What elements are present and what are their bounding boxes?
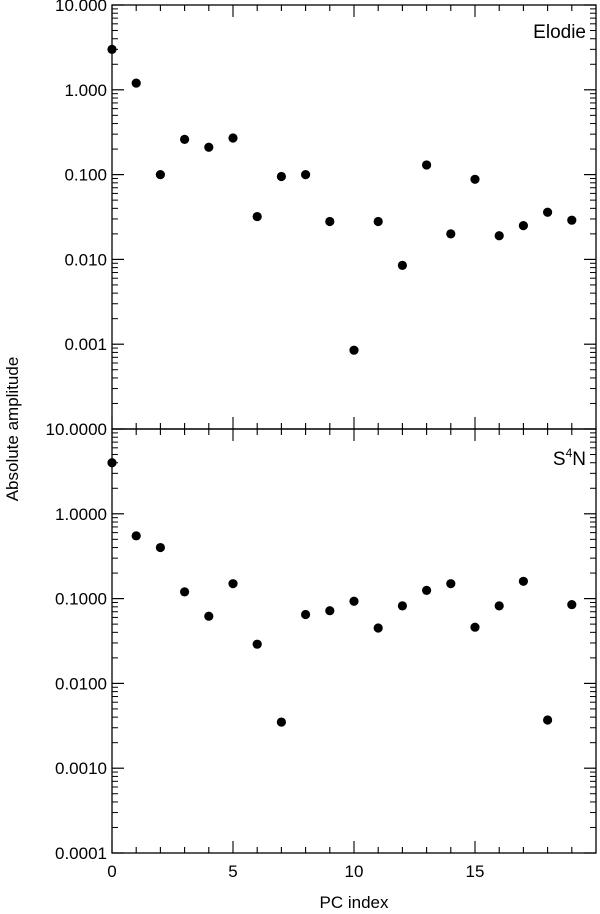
s4n-y-tick-label: 0.0010 [55,759,107,778]
x-tick-label: 5 [228,862,237,881]
x-tick-label: 10 [345,862,364,881]
elodie-data-point [301,170,311,180]
x-tick-labels: 0 5 10 15 [107,862,484,881]
panel-elodie: 10.000 1.000 0.100 0.010 0.001 Elodie [55,0,597,430]
s4n-data-point [349,596,359,606]
s4n-y-tick-label: 0.1000 [55,590,107,609]
s4n-data-point [228,579,238,589]
s4n-data-point [155,542,165,553]
s4n-data-point [204,611,214,621]
y-axis-label: Absolute amplitude [3,357,22,502]
elodie-data-point [155,170,165,180]
panel-s4n: 10.0000 1.0000 0.1000 0.0100 0.0010 0.0001 S4… [46,420,597,863]
s4n-data-point [325,606,335,616]
elodie-data-point [422,160,432,170]
elodie-data-point [373,216,383,227]
x-tick-label: 15 [466,862,485,881]
elodie-y-tick-label: 0.010 [64,250,107,269]
elodie-data-point [131,78,141,88]
s4n-data-point [518,576,529,586]
s4n-data-point [470,622,480,632]
panel-elodie-points [107,44,577,355]
s4n-data-point [301,609,311,620]
elodie-data-point [228,133,238,143]
s4n-data-point [107,458,117,468]
x-axis-label: PC index [320,893,389,912]
s4n-data-point [494,601,504,611]
elodie-data-point [518,221,529,231]
s4n-data-point [422,585,432,595]
s4n-y-tick-label: 0.0100 [55,674,107,693]
panel-s4n-ticks: 10.0000 1.0000 0.1000 0.0100 0.0010 0.0001 [46,420,596,863]
panel-s4n-label-sup: 4 [566,446,573,460]
s4n-y-tick-label: 1.0000 [55,505,107,524]
s4n-data-point [567,599,577,610]
elodie-data-point [276,171,286,182]
s4n-y-tick-label: 0.0001 [55,844,107,863]
s4n-data-point [397,601,407,611]
elodie-y-tick-label: 1.000 [64,81,107,100]
elodie-y-tick-label: 10.000 [55,0,107,15]
elodie-data-point [349,345,359,355]
panel-s4n-label-main: S [553,449,566,470]
s4n-data-point [180,587,190,597]
elodie-data-point [252,211,262,222]
elodie-data-point [107,44,117,54]
elodie-data-point [180,134,190,145]
elodie-data-point [543,207,553,217]
s4n-data-point [373,623,383,633]
panel-s4n-points [107,458,577,727]
s4n-data-point [252,639,262,649]
elodie-data-point [446,229,456,239]
elodie-data-point [325,216,335,227]
panel-s4n-label-end: N [572,449,586,470]
panel-elodie-label: Elodie [533,22,586,43]
x-tick-label: 0 [107,862,116,881]
s4n-y-tick-label: 10.0000 [46,420,107,439]
s4n-data-point [276,717,286,727]
s4n-data-point [131,531,141,541]
elodie-y-tick-label: 0.001 [64,335,107,354]
panel-s4n-label: S4N [553,446,586,470]
elodie-y-tick-label: 0.100 [64,166,107,185]
elodie-data-point [494,231,504,241]
elodie-data-point [567,215,577,225]
s4n-data-point [543,715,553,725]
elodie-data-point [204,142,214,152]
elodie-data-point [470,174,480,184]
elodie-data-point [397,260,407,270]
panel-elodie-ticks: 10.000 1.000 0.100 0.010 0.001 [55,0,596,429]
s4n-data-point [446,579,456,589]
